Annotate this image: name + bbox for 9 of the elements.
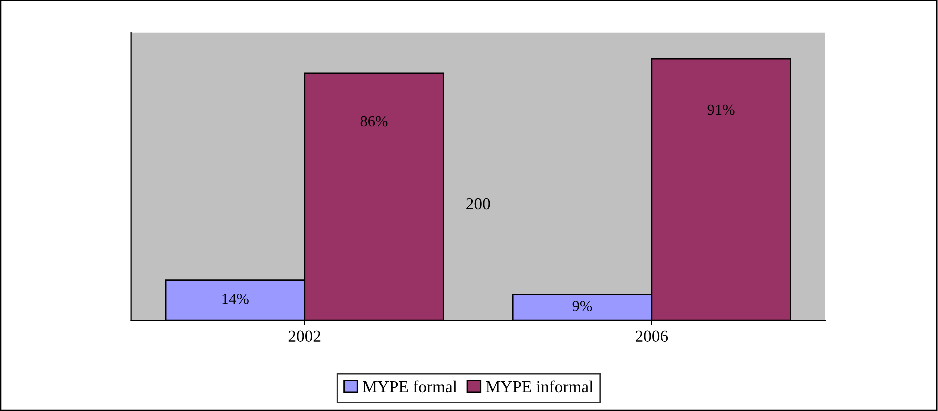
legend-label: MYPE formal [363, 380, 458, 393]
x-tick-label: 2002 [288, 330, 321, 342]
x-tick-label: 2006 [636, 330, 668, 342]
annotation: 200 [466, 198, 490, 210]
data-label: 91% [708, 104, 735, 116]
data-label: 9% [572, 301, 592, 312]
legend-label: MYPE informal [486, 380, 594, 393]
data-label: 86% [360, 116, 388, 127]
data-label: 14% [222, 294, 249, 304]
